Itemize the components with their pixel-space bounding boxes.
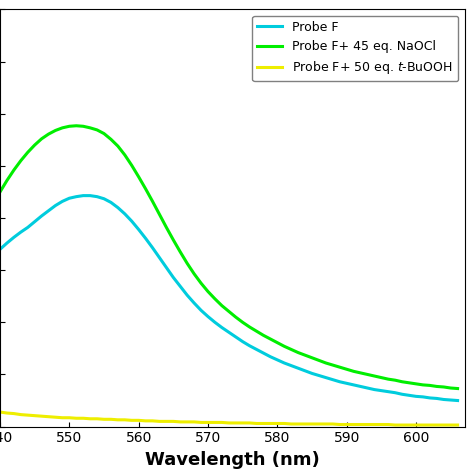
X-axis label: Wavelength (nm): Wavelength (nm) — [145, 451, 319, 469]
Legend: Probe F, Probe F+ 45 eq. NaOCl, Probe F+ 50 eq. $t$-BuOOH: Probe F, Probe F+ 45 eq. NaOCl, Probe F+… — [253, 16, 458, 81]
